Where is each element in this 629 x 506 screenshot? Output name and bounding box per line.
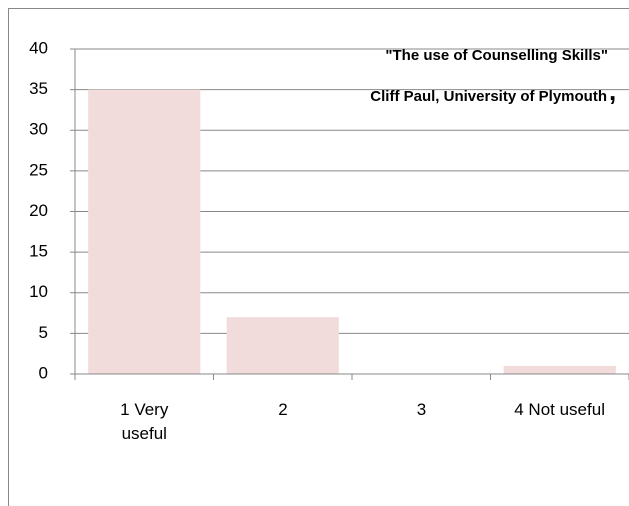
- x-tick-label: 2: [278, 400, 288, 419]
- y-tick-label: 10: [29, 282, 48, 301]
- x-tick-label: 4 Not useful: [514, 400, 605, 419]
- y-tick-label: 0: [39, 363, 48, 382]
- y-tick-label: 30: [29, 120, 48, 139]
- x-tick-label: 1 Very useful: [120, 400, 169, 443]
- bar: [226, 317, 339, 374]
- bar: [503, 365, 616, 374]
- y-tick-label: 35: [29, 79, 48, 98]
- x-tick-label: 3: [416, 400, 427, 419]
- y-tick-label: 40: [29, 38, 48, 57]
- y-tick-label: 5: [39, 323, 48, 342]
- chart-border: [8, 8, 629, 506]
- bar: [88, 89, 201, 374]
- y-tick-label: 20: [29, 201, 48, 220]
- y-tick-label: 15: [29, 242, 48, 261]
- annotation: "The use of Counselling Skills": [385, 47, 608, 64]
- annotation: ,: [609, 76, 616, 106]
- y-tick-label: 25: [29, 160, 48, 179]
- annotation: Cliff Paul, University of Plymouth: [370, 88, 607, 105]
